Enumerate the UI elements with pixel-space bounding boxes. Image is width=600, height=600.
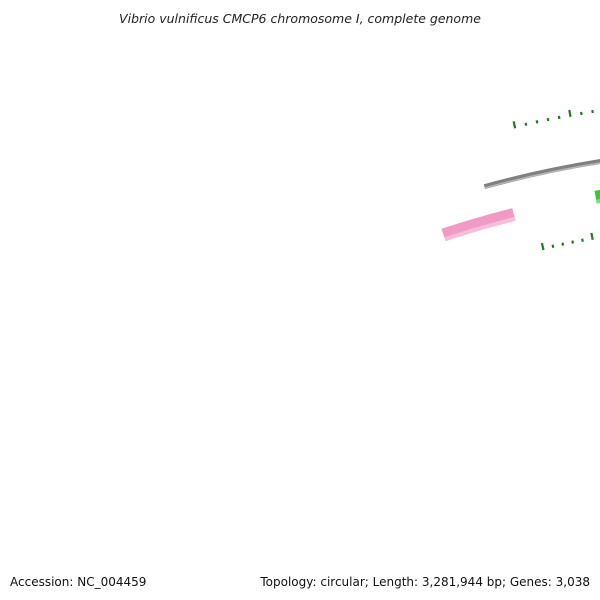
outer-tick (546, 117, 550, 122)
backbone-highlight (484, 162, 600, 189)
reverse-gene-highlight (444, 216, 516, 242)
inner-tick-ring (540, 232, 594, 251)
inner-tick (590, 232, 594, 241)
accession-text: Accession: NC_004459 (10, 575, 146, 589)
outer-tick-ring (512, 109, 594, 129)
genome-stats-text: Topology: circular; Length: 3,281,944 bp… (259, 575, 590, 589)
outer-tick (512, 121, 517, 129)
outer-tick (524, 122, 528, 126)
outer-tick (568, 109, 572, 117)
inner-tick (571, 240, 574, 244)
outer-tick (591, 109, 594, 114)
inner-tick (551, 244, 555, 248)
inner-tick (581, 238, 584, 242)
backbone-line (483, 159, 600, 190)
map-title: Vibrio vulnificus CMCP6 chromosome I, co… (119, 11, 481, 26)
reverse-genes (441, 189, 600, 242)
outer-tick (580, 111, 583, 116)
inner-tick (561, 242, 565, 246)
inner-tick (540, 242, 545, 251)
outer-tick (557, 115, 561, 120)
reverse-gene-highlight (596, 199, 600, 204)
outer-tick (535, 120, 539, 124)
